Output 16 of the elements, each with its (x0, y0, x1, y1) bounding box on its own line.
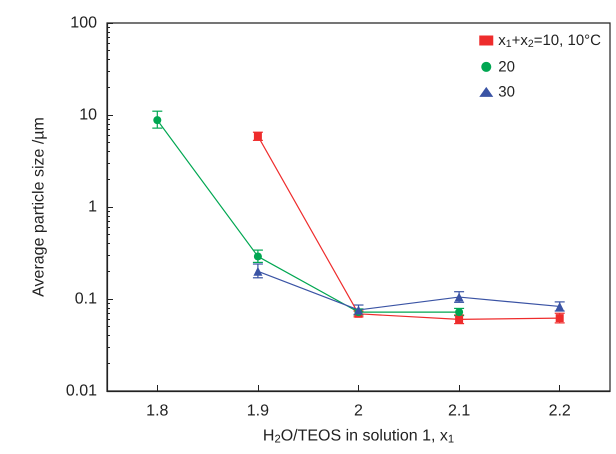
point (153, 116, 162, 124)
legend-label: 30 (498, 83, 515, 100)
x-tick-label: 2 (354, 402, 364, 420)
y-tick-label: 0.01 (66, 382, 98, 400)
x-tick-label: 2.1 (448, 402, 470, 420)
y-tick-label: 1 (88, 198, 98, 216)
point (253, 266, 262, 276)
y-tick-label: 100 (70, 14, 98, 32)
point (254, 252, 262, 260)
y-tick-label: 0.1 (74, 290, 98, 308)
y-tick-label: 10 (79, 106, 98, 124)
legend-label: 20 (498, 58, 515, 76)
y-axis-title: Average particle size /µm (30, 117, 48, 297)
x-tick-label: 1.8 (146, 402, 169, 420)
x-tick-label: 1.9 (246, 402, 270, 420)
x-tick-label: 2.2 (548, 402, 571, 420)
